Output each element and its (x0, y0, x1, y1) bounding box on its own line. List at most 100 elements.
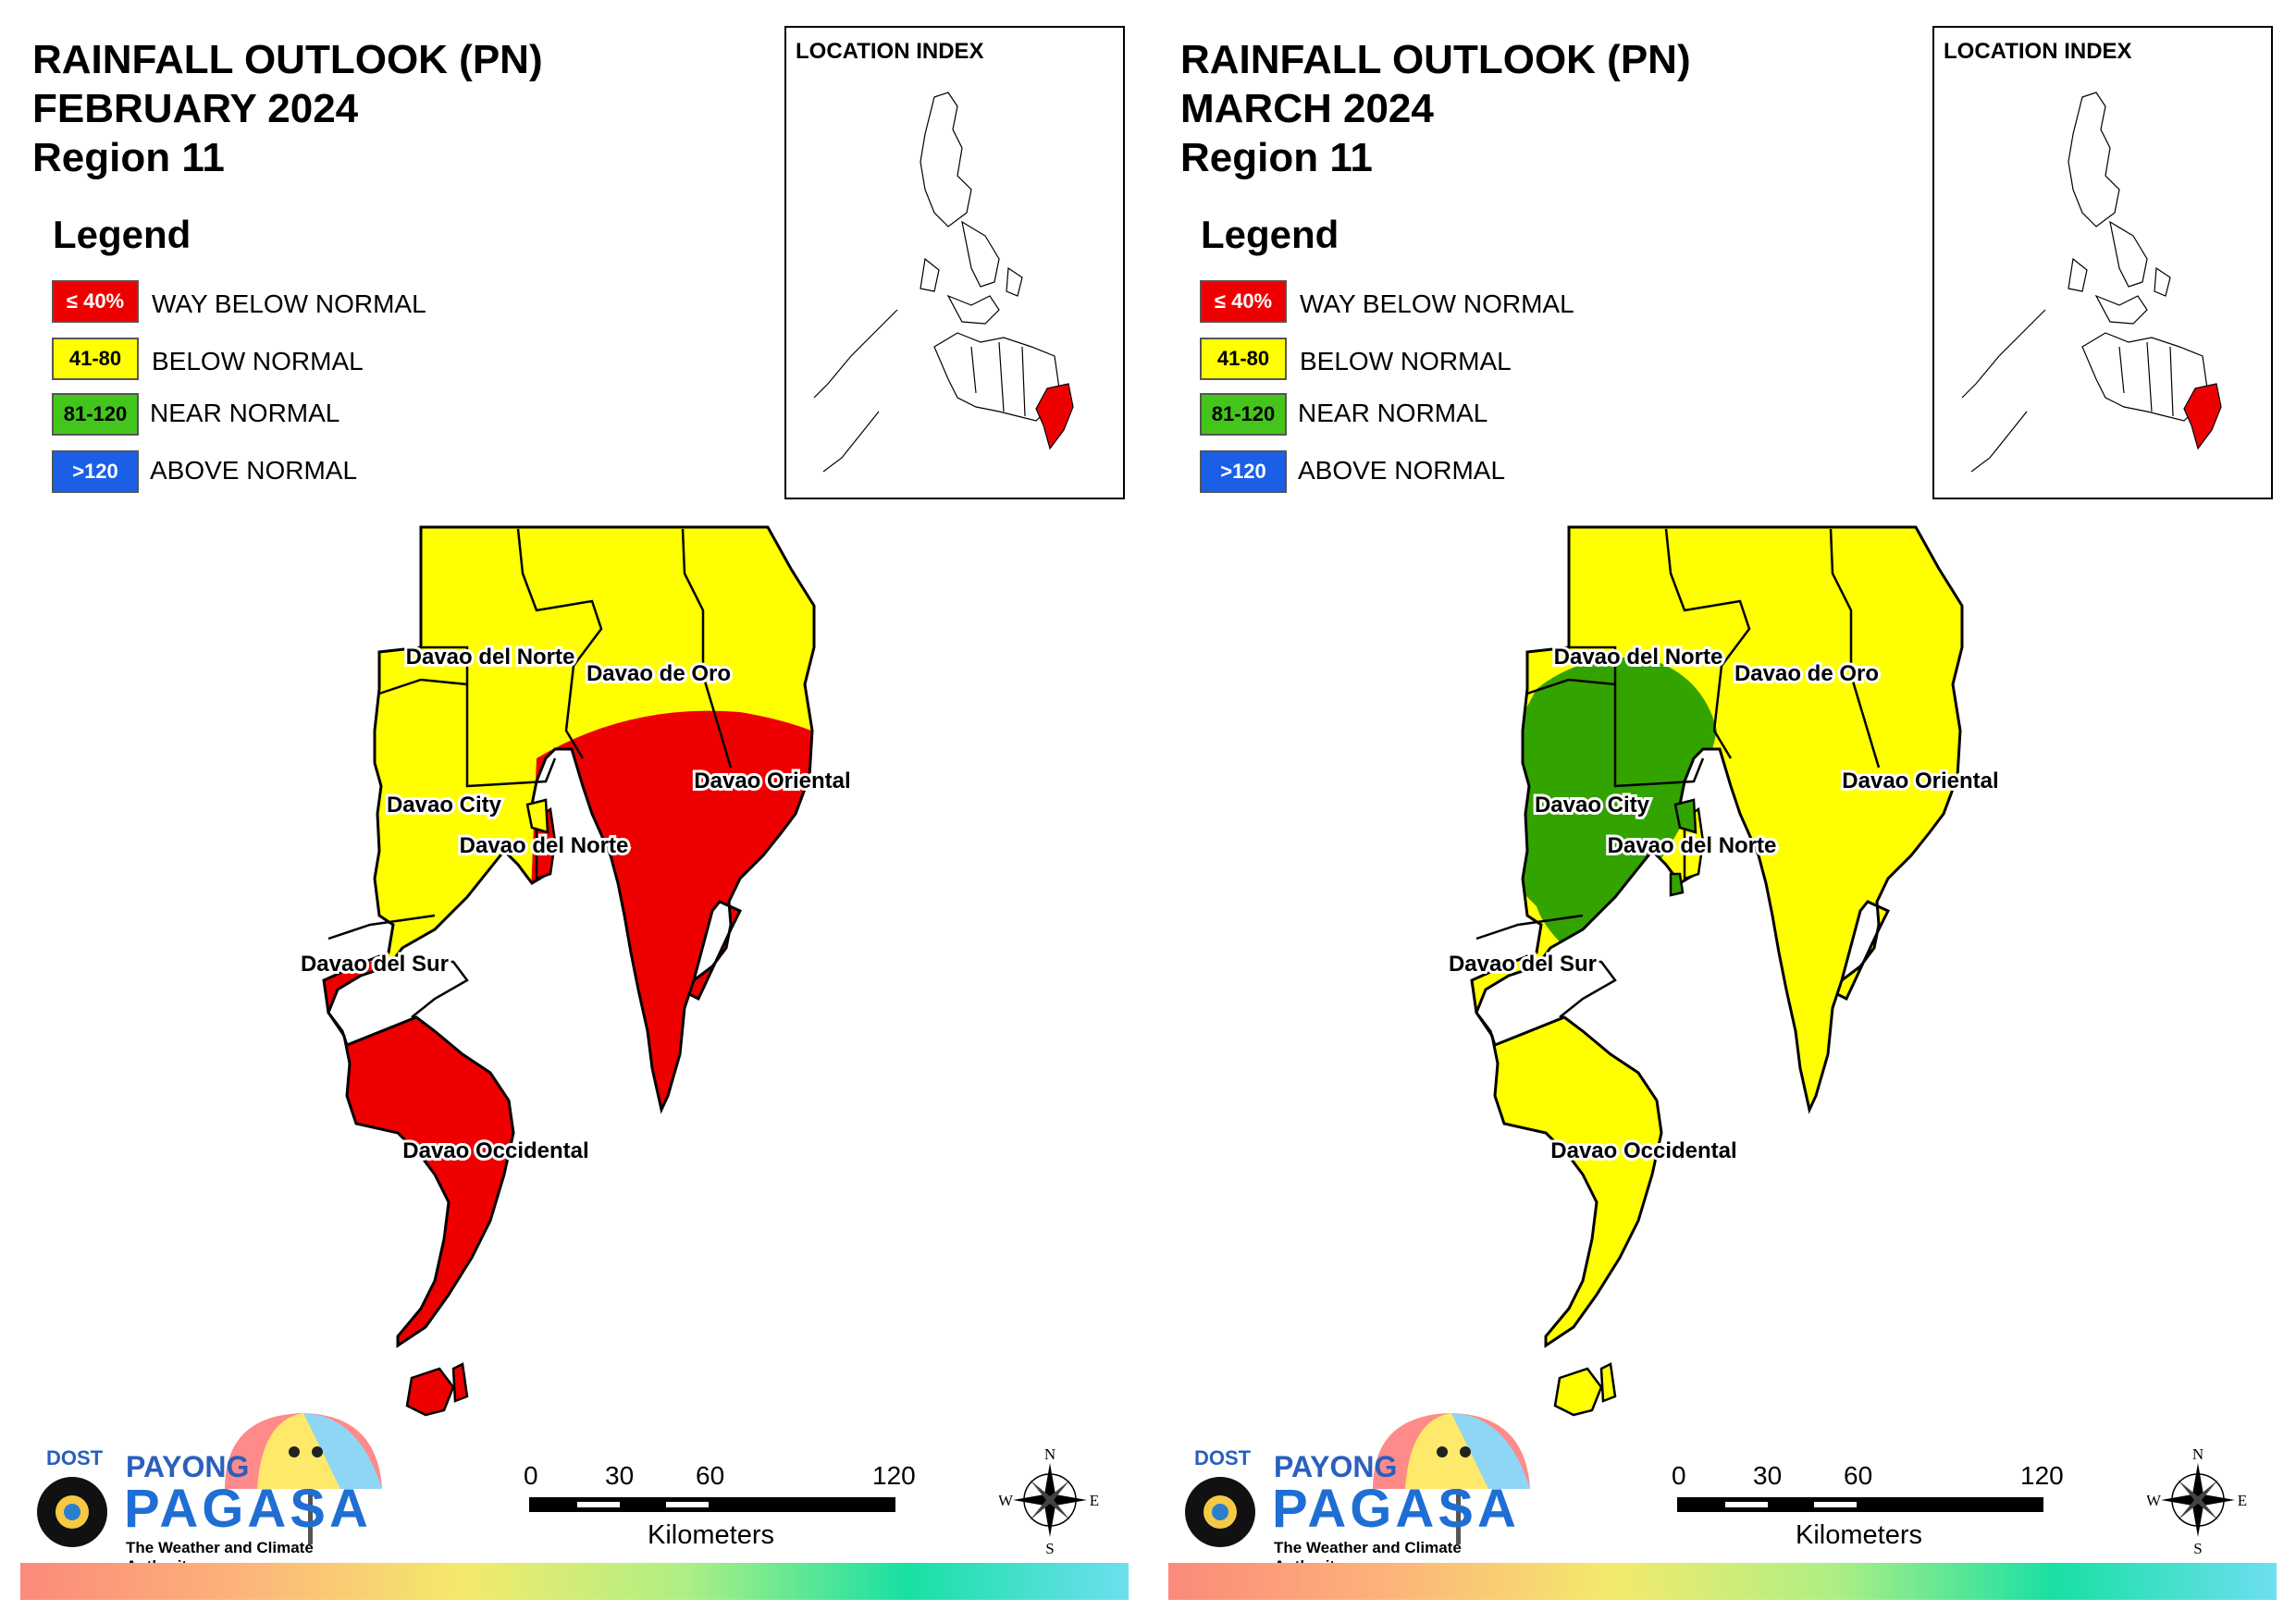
legend-swatch: 41-80 (52, 338, 139, 380)
scale-tick: 30 (1753, 1461, 1783, 1490)
balut-island (1553, 1367, 1603, 1417)
compass-w: W (999, 1492, 1014, 1509)
location-index-inset: LOCATION INDEX (784, 26, 1125, 499)
umbrella-logo-graphic (37, 1413, 382, 1547)
philippines-locator-map (1961, 92, 2222, 473)
footer-gradient-bar (1168, 1563, 2277, 1600)
label-davao-del-norte: Davao del Norte (1554, 645, 1723, 670)
legend-label: BELOW NORMAL (1300, 347, 1512, 375)
region-11-map-february: Davao del Norte Davao de Oro Davao Orien… (298, 525, 854, 1417)
compass-n: N (2192, 1445, 2203, 1463)
zone-below-normal (324, 527, 814, 1346)
umbrella-logo-graphic (1185, 1413, 1530, 1547)
map-title: RAINFALL OUTLOOK (PN) FEBRUARY 2024 Regi… (32, 35, 543, 182)
scale-tick: 60 (1844, 1461, 1873, 1490)
label-davao-occidental: Davao Occidental (402, 1138, 588, 1163)
compass-e: E (1090, 1492, 1099, 1509)
legend-heading: Legend (53, 213, 191, 256)
legend-label: ABOVE NORMAL (150, 456, 358, 485)
legend-label: WAY BELOW NORMAL (1300, 289, 1574, 318)
legend-label: BELOW NORMAL (152, 347, 364, 375)
scale-tick: 60 (696, 1461, 725, 1490)
logo-name-1: PAYONG (126, 1450, 250, 1483)
map-title: RAINFALL OUTLOOK (PN) MARCH 2024 Region … (1180, 35, 1691, 182)
province-boundaries (1475, 528, 1881, 1018)
label-davao-del-sur: Davao del Sur (1449, 952, 1597, 977)
title-line-3: Region 11 (1180, 135, 1373, 180)
zone-below-normal (1472, 527, 1962, 1346)
title-line-2: MARCH 2024 (1180, 86, 1434, 131)
province-labels: Davao del Norte Davao de Oro Davao Orien… (1446, 642, 2002, 1166)
scale-tick: 0 (524, 1461, 538, 1490)
scale-tick: 30 (605, 1461, 635, 1490)
legend-swatch: 41-80 (1200, 338, 1287, 380)
logo-name-2: PAGASA (1272, 1479, 1520, 1539)
compass-n: N (1044, 1445, 1055, 1463)
philippines-locator-map (813, 92, 1074, 473)
logo-agency: DOST (46, 1446, 104, 1469)
legend-heading: Legend (1201, 213, 1339, 256)
province-boundaries (327, 528, 733, 1018)
title-line-1: RAINFALL OUTLOOK (PN) (32, 37, 543, 82)
compass-s: S (2193, 1540, 2202, 1554)
compass-s: S (1045, 1540, 1054, 1554)
sarangani-island (1599, 1362, 1617, 1403)
label-davao-city: Davao City (387, 793, 502, 818)
legend-swatch: ≤ 40% (1200, 280, 1287, 323)
legend-label: WAY BELOW NORMAL (152, 289, 426, 318)
label-davao-oriental: Davao Oriental (1842, 768, 1998, 793)
scale-unit: Kilometers (648, 1520, 774, 1550)
zone-near-normal (1500, 657, 1717, 962)
scale-bar (529, 1497, 895, 1512)
compass-rose-icon: N S E W (2147, 1445, 2247, 1554)
logo-name-2: PAGASA (124, 1479, 372, 1539)
zone-way-below-south (324, 962, 518, 1346)
inset-label: LOCATION INDEX (796, 39, 984, 64)
logo-agency: DOST (1194, 1446, 1252, 1469)
label-davao-occidental: Davao Occidental (1550, 1138, 1736, 1163)
compass-w: W (2147, 1492, 2162, 1509)
legend-label: NEAR NORMAL (150, 399, 340, 427)
payong-pagasa-logo: DOST PAYONG PAGASA The Weather and Clima… (1183, 1387, 1535, 1575)
scale-tick: 120 (2020, 1461, 2064, 1490)
label-davao-de-oro: Davao de Oro (586, 661, 731, 686)
province-labels: Davao del Norte Davao de Oro Davao Orien… (298, 642, 854, 1166)
scale-bar (1677, 1497, 2043, 1512)
label-davao-del-norte: Davao del Norte (406, 645, 575, 670)
legend-swatch: 81-120 (1200, 393, 1287, 436)
legend-label: NEAR NORMAL (1298, 399, 1488, 427)
legend-swatch: >120 (1200, 450, 1287, 493)
scale-unit: Kilometers (1796, 1520, 1922, 1550)
title-line-3: Region 11 (32, 135, 225, 180)
label-samal: Davao del Norte (460, 833, 629, 858)
label-davao-del-sur: Davao del Sur (301, 952, 449, 977)
legend-label: ABOVE NORMAL (1298, 456, 1506, 485)
compass-e: E (2238, 1492, 2247, 1509)
label-davao-oriental: Davao Oriental (694, 768, 850, 793)
payong-pagasa-logo: DOST PAYONG PAGASA The Weather and Clima… (35, 1387, 387, 1575)
scale-tick: 120 (872, 1461, 916, 1490)
outlook-panel-march: RAINFALL OUTLOOK (PN) MARCH 2024 Region … (1148, 0, 2296, 1623)
sarangani-island (451, 1362, 469, 1403)
small-island (1669, 872, 1685, 897)
label-davao-city: Davao City (1535, 793, 1650, 818)
balut-island (405, 1367, 455, 1417)
title-line-2: FEBRUARY 2024 (32, 86, 359, 131)
title-line-1: RAINFALL OUTLOOK (PN) (1180, 37, 1691, 82)
footer-gradient-bar (20, 1563, 1129, 1600)
compass-rose-icon: N S E W (999, 1445, 1099, 1554)
talikud-island (525, 798, 549, 834)
region-11-map-march: Davao del Norte Davao de Oro Davao Orien… (1446, 525, 2002, 1417)
scale-tick: 0 (1672, 1461, 1686, 1490)
region-11-highlight (1035, 383, 1074, 450)
region-11-highlight (2183, 383, 2222, 450)
legend-swatch: 81-120 (52, 393, 139, 436)
outlook-panel-february: RAINFALL OUTLOOK (PN) FEBRUARY 2024 Regi… (20, 26, 1129, 1600)
label-samal: Davao del Norte (1608, 833, 1777, 858)
talikud-island (1673, 798, 1697, 834)
inset-label: LOCATION INDEX (1944, 39, 2132, 64)
legend-swatch: ≤ 40% (52, 280, 139, 323)
logo-name-1: PAYONG (1274, 1450, 1398, 1483)
location-index-inset: LOCATION INDEX (1932, 26, 2273, 499)
label-davao-de-oro: Davao de Oro (1734, 661, 1879, 686)
